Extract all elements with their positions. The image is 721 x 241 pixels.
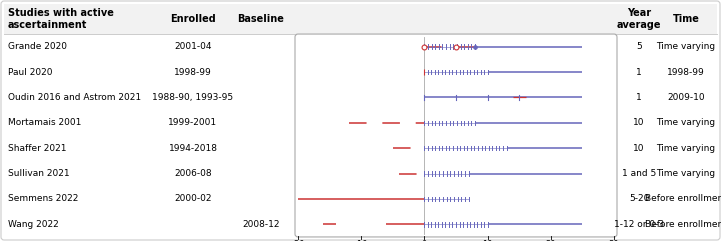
Text: 1998-99: 1998-99: [174, 67, 212, 77]
Text: 10: 10: [633, 144, 645, 153]
Text: 30: 30: [609, 240, 619, 241]
Text: 2008-12: 2008-12: [242, 220, 280, 229]
Text: Oudin 2016 and Astrom 2021: Oudin 2016 and Astrom 2021: [8, 93, 141, 102]
Text: Paul 2020: Paul 2020: [8, 67, 53, 77]
Text: 1999-2001: 1999-2001: [169, 118, 218, 127]
Text: 10: 10: [633, 118, 645, 127]
Text: 1998-99: 1998-99: [667, 67, 705, 77]
Text: 5: 5: [636, 42, 642, 51]
Text: Time varying: Time varying: [656, 144, 715, 153]
Text: 2009-10: 2009-10: [667, 93, 705, 102]
Text: Time: Time: [673, 14, 699, 24]
Text: 10: 10: [482, 240, 493, 241]
Text: 5-20: 5-20: [629, 194, 649, 203]
Text: Shaffer 2021: Shaffer 2021: [8, 144, 66, 153]
Text: Studies with active
ascertainment: Studies with active ascertainment: [8, 8, 114, 30]
Text: 1-12 or 0-3: 1-12 or 0-3: [614, 220, 664, 229]
Text: 1994-2018: 1994-2018: [169, 144, 218, 153]
Text: -20: -20: [291, 240, 305, 241]
Text: Time varying: Time varying: [656, 118, 715, 127]
Text: 20: 20: [546, 240, 556, 241]
Text: -10: -10: [355, 240, 368, 241]
Text: Time varying: Time varying: [656, 169, 715, 178]
Text: Before enrollment: Before enrollment: [645, 220, 721, 229]
Text: 1: 1: [636, 67, 642, 77]
Text: 1 and 5: 1 and 5: [622, 169, 656, 178]
Text: 2000-02: 2000-02: [174, 194, 212, 203]
Text: Semmens 2022: Semmens 2022: [8, 194, 79, 203]
Text: Sullivan 2021: Sullivan 2021: [8, 169, 70, 178]
Text: 1988-90, 1993-95: 1988-90, 1993-95: [152, 93, 234, 102]
Text: Time varying: Time varying: [656, 42, 715, 51]
Text: 1: 1: [636, 93, 642, 102]
FancyBboxPatch shape: [295, 34, 617, 237]
Text: Mortamais 2001: Mortamais 2001: [8, 118, 81, 127]
Text: Before enrollment: Before enrollment: [645, 194, 721, 203]
Text: Year
average: Year average: [616, 8, 661, 30]
Text: Baseline: Baseline: [237, 14, 285, 24]
Text: Grande 2020: Grande 2020: [8, 42, 67, 51]
Bar: [4, 4, 717, 34]
Text: 2001-04: 2001-04: [174, 42, 212, 51]
Text: Enrolled: Enrolled: [170, 14, 216, 24]
Text: Wang 2022: Wang 2022: [8, 220, 58, 229]
Text: 0: 0: [422, 240, 427, 241]
Text: 2006-08: 2006-08: [174, 169, 212, 178]
